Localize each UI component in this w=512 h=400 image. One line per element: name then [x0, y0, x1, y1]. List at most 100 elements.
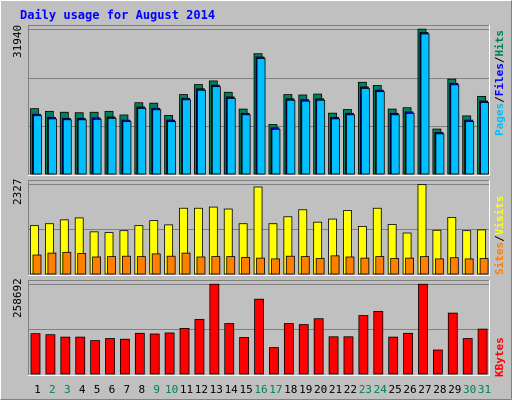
kbytes-bar-day-9: [149, 333, 160, 375]
kbytes-bar-day-27: [418, 283, 428, 375]
sites-bar-day-21: [330, 255, 340, 275]
pages-bar-day-16: [256, 58, 266, 175]
pages-bar-day-8: [137, 108, 147, 175]
pages-bar-day-11: [182, 99, 191, 175]
legend-kbytes: KBytes: [493, 337, 506, 377]
day-label-20: 20: [314, 383, 327, 396]
kbytes-bar-day-16: [254, 298, 264, 375]
sites-bar-day-5: [92, 256, 102, 275]
kbytes-bar-day-25: [388, 336, 399, 375]
day-label-26: 26: [403, 383, 416, 396]
day-label-28: 28: [433, 383, 446, 396]
sites-bar-day-27: [420, 256, 429, 275]
pages-bar-day-29: [450, 84, 460, 175]
pages-bar-day-1: [33, 115, 42, 175]
sites-bar-day-13: [211, 256, 221, 275]
kbytes-bar-day-24: [373, 310, 384, 375]
kbytes-bar-day-17: [269, 347, 279, 375]
pages-bar-day-17: [271, 128, 281, 175]
day-label-17: 17: [269, 383, 282, 396]
legend-files: Files: [493, 63, 506, 96]
day-label-9: 9: [153, 383, 160, 396]
usage-legend-separator: /: [493, 56, 506, 63]
pages-bar-day-24: [375, 91, 385, 175]
sites-bar-day-28: [434, 258, 444, 275]
kbytes-bar-day-20: [313, 318, 324, 375]
pages-bar-day-26: [405, 113, 415, 175]
pages-bar-day-6: [107, 118, 117, 175]
pages-bar-day-14: [226, 98, 236, 175]
sites-bar-day-25: [390, 258, 400, 275]
legend-pages: Pages: [493, 103, 506, 136]
sites-bar-day-16: [256, 257, 265, 275]
kbytes-bar-day-28: [432, 349, 443, 375]
pages-bar-day-23: [360, 88, 370, 175]
sites-bar-day-22: [345, 256, 355, 275]
pages-bar-day-7: [122, 121, 132, 175]
kbytes-bar-day-15: [239, 337, 250, 375]
sites-bar-day-4: [77, 253, 87, 275]
kbytes-bar-day-21: [328, 336, 339, 375]
visits-legend-separator: /: [493, 235, 506, 242]
day-label-11: 11: [180, 383, 193, 396]
kbytes-bar-day-7: [120, 338, 130, 375]
kbytes-bar-day-6: [105, 338, 115, 375]
day-label-4: 4: [79, 383, 86, 396]
pages-bar-day-20: [316, 99, 326, 175]
kbytes-bar-day-5: [90, 340, 101, 375]
sites-bar-day-30: [464, 258, 474, 275]
sites-bar-day-3: [62, 251, 72, 275]
day-label-1: 1: [34, 383, 41, 396]
visits-legend: Sites/Visits: [493, 196, 506, 276]
kbytes-bar-day-2: [45, 334, 56, 375]
visits-max-label: 2327: [11, 179, 24, 206]
sites-bar-day-19: [300, 256, 310, 275]
kbytes-bar-day-14: [224, 323, 235, 375]
pages-bar-day-31: [480, 102, 489, 175]
sites-bar-day-11: [181, 252, 191, 275]
legend-hits: Hits: [493, 30, 506, 57]
sites-bar-day-15: [241, 256, 251, 275]
kbytes-bar-day-4: [75, 336, 86, 375]
day-label-2: 2: [49, 383, 56, 396]
pages-bar-day-10: [167, 121, 177, 175]
kbytes-legend: KBytes: [493, 337, 506, 377]
usage-legend-separator: /: [493, 96, 506, 103]
kbytes-bar-day-22: [343, 336, 354, 375]
kbytes-bar-day-13: [209, 283, 220, 375]
pages-bar-day-18: [286, 99, 296, 175]
day-label-7: 7: [124, 383, 131, 396]
kbytes-bar-day-26: [403, 332, 413, 375]
pages-bar-day-28: [435, 133, 445, 175]
day-label-8: 8: [138, 383, 145, 396]
pages-bar-day-13: [211, 86, 221, 175]
day-label-27: 27: [418, 383, 431, 396]
day-label-21: 21: [329, 383, 342, 396]
pages-bar-day-3: [62, 119, 72, 175]
sites-bar-day-20: [315, 258, 325, 275]
day-label-29: 29: [448, 383, 461, 396]
pages-bar-day-12: [197, 89, 206, 175]
sites-bar-day-24: [375, 256, 385, 275]
day-label-19: 19: [299, 383, 312, 396]
sites-bar-day-29: [449, 257, 459, 275]
day-label-6: 6: [109, 383, 116, 396]
pages-bar-day-5: [92, 118, 102, 175]
pages-bar-day-30: [465, 121, 475, 175]
kbytes-max-label: 258692: [11, 278, 24, 318]
sites-bar-day-31: [479, 258, 489, 275]
sites-bar-day-12: [196, 256, 206, 275]
day-label-31: 31: [478, 383, 491, 396]
kbytes-bar-day-10: [164, 332, 175, 375]
sites-bar-day-26: [405, 257, 414, 275]
kbytes-bar-day-19: [298, 324, 309, 375]
kbytes-bar-day-29: [447, 312, 458, 375]
kbytes-bar-day-31: [477, 328, 488, 375]
kbytes-bar-day-11: [179, 328, 190, 375]
kbytes-bar-day-12: [194, 318, 205, 375]
day-label-15: 15: [239, 383, 252, 396]
sites-bar-day-1: [32, 254, 42, 275]
day-label-3: 3: [64, 383, 71, 396]
kbytes-bar-day-30: [462, 338, 473, 375]
day-label-18: 18: [284, 383, 297, 396]
